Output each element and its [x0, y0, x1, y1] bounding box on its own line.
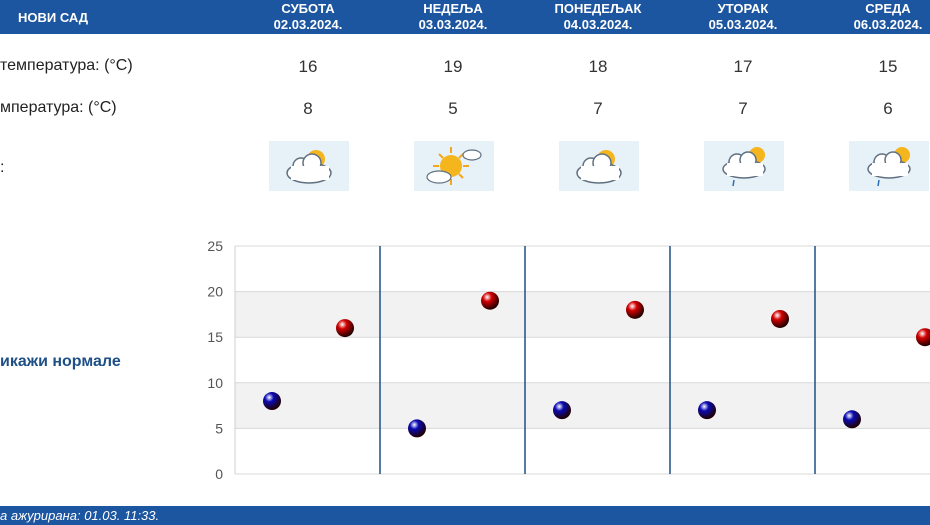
max-temp-day-2: 19 [443, 57, 463, 76]
last-updated: а ажурирана: 01.03. 11:33. [0, 508, 160, 523]
max-temp-label: температура: (°C) [0, 57, 133, 74]
sunny-cloud-icon [414, 141, 494, 191]
forecast-header: НОВИ САД СУБОТА 02.03.2024. НЕДЕЉА 03.03… [0, 0, 930, 34]
y-tick-label: 5 [215, 420, 223, 436]
y-tick-label: 0 [215, 466, 223, 482]
day-name: ПОНЕДЕЉАК [554, 1, 642, 16]
day-date: 03.03.2024. [418, 17, 488, 32]
max-temp-day-4: 17 [733, 57, 753, 76]
day-name: СРЕДА [865, 1, 911, 16]
day-header-1: СУБОТА 02.03.2024. [243, 1, 373, 33]
day-name: НЕДЕЉА [423, 1, 483, 16]
day-date: 02.03.2024. [273, 17, 343, 32]
day-date: 05.03.2024. [708, 17, 778, 32]
day-date: 06.03.2024. [853, 17, 923, 32]
y-tick-label: 25 [207, 238, 223, 254]
max-temp-day-3: 18 [588, 57, 608, 76]
partly-cloudy-rain-icon [704, 141, 784, 191]
y-tick-label: 10 [207, 375, 223, 391]
partly-cloudy-icon [559, 141, 639, 191]
footer-bar: а ажурирана: 01.03. 11:33. [0, 506, 930, 525]
min-temp-point [553, 401, 571, 420]
min-temp-point [263, 392, 281, 411]
day-name: УТОРАК [717, 1, 769, 16]
min-temp-day-2: 5 [448, 99, 458, 118]
min-temp-point [843, 410, 861, 429]
max-temp-point [916, 328, 930, 347]
day-header-3: ПОНЕДЕЉАК 04.03.2024. [533, 1, 663, 33]
grid-band [235, 382, 930, 429]
day-name: СУБОТА [281, 1, 335, 16]
min-temp-day-3: 7 [593, 99, 603, 118]
weather-icon-label: : [0, 159, 5, 176]
show-normals-link[interactable]: икажи нормале [0, 353, 121, 370]
y-tick-label: 15 [207, 329, 223, 345]
day-date: 04.03.2024. [563, 17, 633, 32]
max-temp-point [626, 300, 644, 319]
y-tick-label: 20 [207, 284, 223, 300]
max-temp-point [771, 309, 789, 328]
day-header-5: СРЕДА 06.03.2024. [823, 1, 930, 33]
min-temp-day-4: 7 [738, 99, 748, 118]
temperature-chart: 0 5 10 15 20 25 [207, 238, 930, 482]
min-temp-point [698, 401, 716, 420]
day-header-4: УТОРАК 05.03.2024. [678, 1, 808, 33]
min-temp-day-1: 8 [303, 99, 313, 118]
day-header-2: НЕДЕЉА 03.03.2024. [388, 1, 518, 33]
max-temp-point [481, 291, 499, 310]
city-name: НОВИ САД [18, 10, 89, 25]
max-temp-point [336, 319, 354, 338]
partly-cloudy-rain-icon [849, 141, 929, 191]
min-temp-day-5: 6 [883, 99, 893, 118]
max-temp-day-1: 16 [298, 57, 318, 76]
min-temp-point [408, 419, 426, 438]
partly-cloudy-icon [269, 141, 349, 191]
min-temp-label: мпература: (°C) [0, 99, 117, 116]
max-temp-day-5: 15 [878, 57, 898, 76]
